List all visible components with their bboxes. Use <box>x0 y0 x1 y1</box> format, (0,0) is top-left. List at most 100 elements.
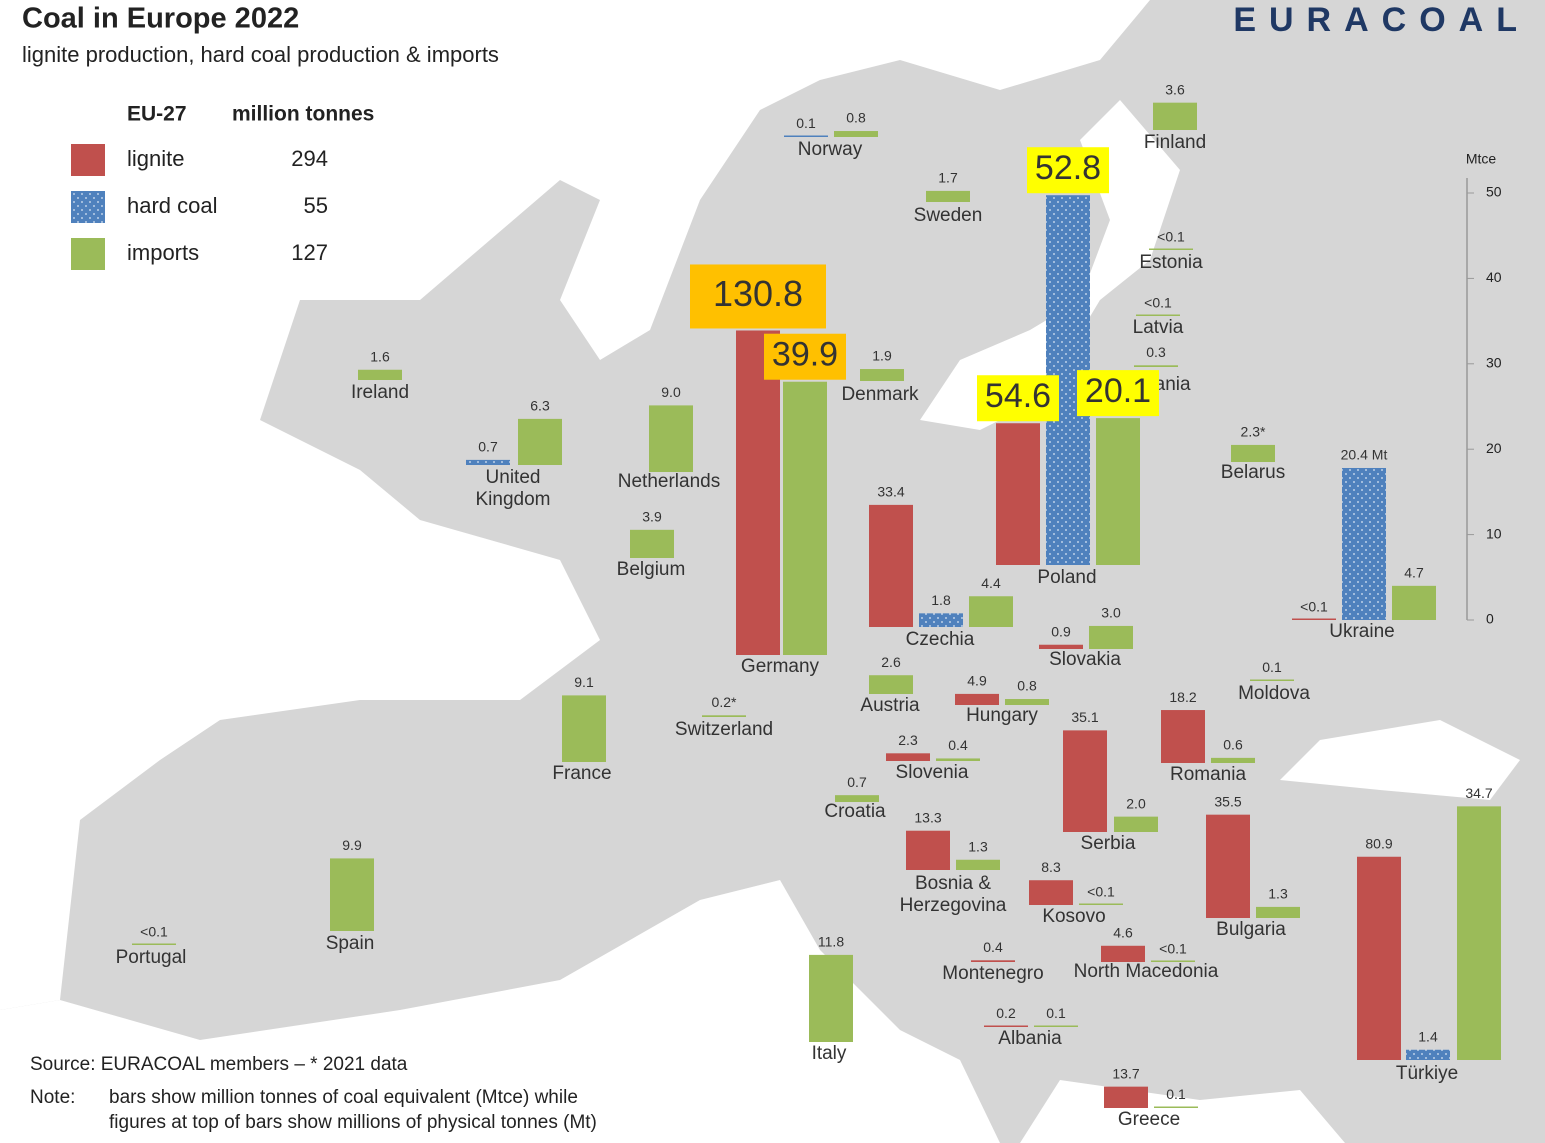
value-label: 1.6 <box>370 348 390 364</box>
country-label: Romania <box>1170 764 1246 785</box>
value-label: 1.9 <box>872 348 892 364</box>
value-label: 80.9 <box>1365 835 1392 851</box>
subtitle: lignite production, hard coal production… <box>22 42 499 67</box>
country-label: Spain <box>326 933 375 954</box>
source: Source: EURACOAL members – * 2021 data <box>30 1054 408 1075</box>
country-label: Greece <box>1118 1109 1180 1130</box>
value-label: 0.1 <box>796 115 816 131</box>
value-label: 2.6 <box>881 654 901 670</box>
legend-region: EU-27 <box>127 103 187 126</box>
note-line: bars show million tonnes of coal equival… <box>109 1087 578 1108</box>
bar <box>649 405 693 472</box>
value-label: 1.7 <box>938 170 958 186</box>
value-label: 3.0 <box>1101 605 1121 621</box>
value-label: 1.3 <box>968 838 988 854</box>
value-label: 9.0 <box>661 384 681 400</box>
bar <box>996 423 1040 565</box>
bar <box>1392 585 1436 620</box>
bar <box>1034 1025 1078 1027</box>
country-label: Poland <box>1037 567 1096 588</box>
country-label: Croatia <box>824 801 886 822</box>
country-label: Norway <box>798 139 863 160</box>
bar <box>926 190 970 202</box>
scale-tick-label: 30 <box>1486 355 1502 371</box>
value-label: 0.3 <box>1146 344 1166 360</box>
country-label: France <box>552 763 611 784</box>
legend-value: 55 <box>304 193 328 218</box>
bar <box>330 858 374 931</box>
value-label: 0.1 <box>1262 659 1282 675</box>
country-label: Serbia <box>1081 833 1136 854</box>
value-label: 0.7 <box>847 774 867 790</box>
bar <box>1029 880 1073 905</box>
country-label: Slovakia <box>1049 649 1121 670</box>
value-label: 4.9 <box>967 673 987 689</box>
bar <box>919 613 963 627</box>
value-label: 11.8 <box>818 934 844 950</box>
bar <box>783 381 827 655</box>
country-label: Italy <box>812 1043 847 1064</box>
legend-label: hard coal <box>127 193 218 218</box>
bar <box>971 960 1015 962</box>
bar <box>1211 757 1255 763</box>
bar <box>834 131 878 137</box>
country-label: Kingdom <box>476 489 551 510</box>
bar <box>1063 730 1107 832</box>
country-label: Türkiye <box>1396 1063 1458 1084</box>
bar <box>1406 1049 1450 1060</box>
country-label: North Macedonia <box>1074 961 1219 982</box>
value-label: 0.8 <box>1017 678 1037 694</box>
value-label: 3.6 <box>1165 81 1185 97</box>
bar <box>984 1025 1028 1027</box>
bar <box>835 795 879 802</box>
legend-unit: million tonnes <box>232 103 374 126</box>
legend-value: 294 <box>291 146 328 171</box>
scale-tick-label: 10 <box>1486 525 1502 541</box>
bar <box>1154 1106 1198 1108</box>
bar <box>358 369 402 380</box>
country-label: Austria <box>860 695 920 716</box>
legend-value: 127 <box>291 240 328 265</box>
scale-tick-label: 20 <box>1486 440 1502 456</box>
bar <box>956 859 1000 870</box>
country-label: Hungary <box>966 705 1038 726</box>
bar <box>466 459 510 465</box>
value-label: 6.3 <box>530 398 550 414</box>
highlight-box <box>1077 370 1159 417</box>
highlight-box <box>764 333 846 380</box>
country-label: Ukraine <box>1329 621 1394 642</box>
value-label: <0.1 <box>1144 295 1172 311</box>
value-label: 0.8 <box>846 110 866 126</box>
bar <box>1114 816 1158 832</box>
value-label: 3.9 <box>642 509 662 525</box>
bar <box>1161 710 1205 763</box>
value-label: <0.1 <box>1300 599 1328 615</box>
country-label: Estonia <box>1139 252 1203 273</box>
bar <box>1250 679 1294 681</box>
highlight-box <box>977 375 1059 422</box>
bar <box>1104 1086 1148 1108</box>
country-label: Moldova <box>1238 683 1310 704</box>
value-label: 18.2 <box>1169 689 1196 705</box>
country-label: Finland <box>1144 132 1206 153</box>
country-label: Netherlands <box>618 471 720 492</box>
scale-tick-label: 0 <box>1486 611 1494 627</box>
value-label: <0.1 <box>140 924 168 940</box>
bar <box>936 758 980 761</box>
bar <box>1039 644 1083 649</box>
bar <box>809 954 853 1042</box>
country-label: Albania <box>998 1028 1062 1049</box>
bar <box>1096 418 1140 565</box>
value-label: 0.4 <box>948 737 968 753</box>
bar <box>906 830 950 870</box>
scale-unit: Mtce <box>1466 151 1497 167</box>
country-label: Montenegro <box>942 963 1043 984</box>
country-label: Switzerland <box>675 719 773 740</box>
value-label: 0.9 <box>1051 623 1071 639</box>
scale-tick-label: 50 <box>1486 184 1502 200</box>
value-label: 0.1 <box>1166 1086 1186 1102</box>
value-label: 1.3 <box>1268 886 1288 902</box>
value-label: 9.1 <box>574 674 594 690</box>
